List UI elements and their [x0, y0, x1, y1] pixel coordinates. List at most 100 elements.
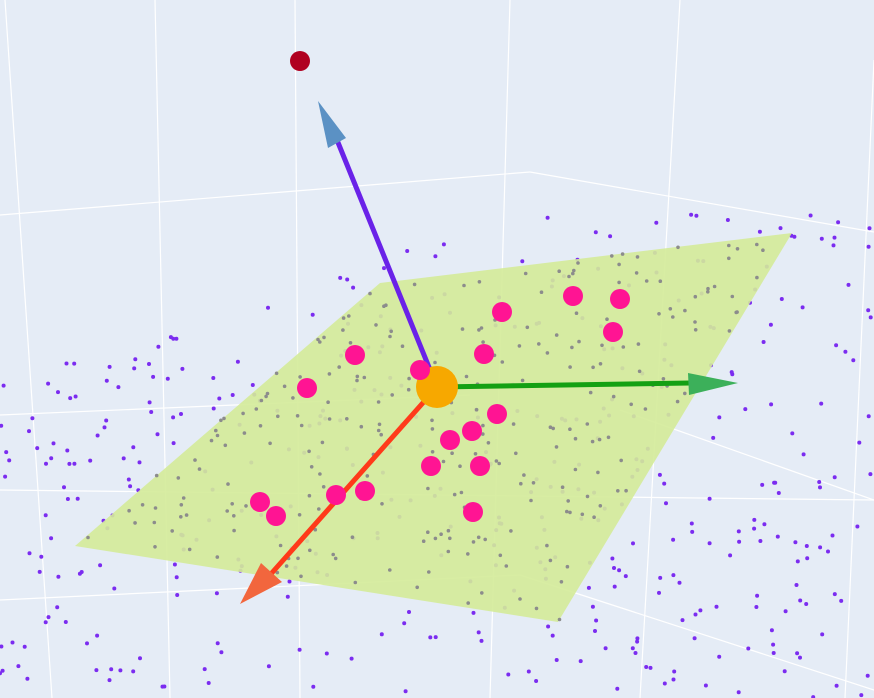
background-point — [180, 366, 185, 371]
highlight-point[interactable] — [410, 360, 430, 380]
plane-point — [187, 547, 192, 552]
background-point — [137, 460, 142, 465]
background-point — [826, 549, 830, 554]
highlight-point[interactable] — [250, 492, 270, 512]
plane-point — [390, 393, 395, 397]
background-point — [775, 534, 780, 539]
background-point — [762, 522, 767, 527]
plane-point — [573, 467, 578, 472]
plane-point — [400, 344, 405, 349]
background-point — [405, 249, 410, 253]
plane-point — [565, 564, 570, 569]
plane-point — [523, 271, 528, 276]
background-point — [795, 559, 800, 564]
plane-point — [568, 427, 572, 432]
plane-point — [282, 384, 287, 389]
plane-point — [380, 502, 384, 506]
highlight-point[interactable] — [462, 421, 482, 441]
plane-point — [658, 279, 663, 284]
highlight-point[interactable] — [474, 344, 494, 364]
highlight-point[interactable] — [603, 322, 623, 342]
plane-point — [657, 312, 661, 316]
background-point — [250, 383, 255, 387]
background-point — [43, 513, 48, 518]
background-point — [792, 234, 797, 239]
background-point — [133, 357, 138, 362]
plane-point — [265, 391, 270, 396]
background-point — [479, 638, 484, 643]
plane-point — [668, 307, 673, 311]
background-point — [171, 415, 176, 420]
plane-point — [619, 458, 623, 463]
z-arrow-head — [318, 101, 346, 148]
highlight-point[interactable] — [470, 456, 490, 476]
y-arrow-head — [688, 373, 738, 395]
highlight-point[interactable] — [563, 286, 583, 306]
background-point — [851, 358, 856, 363]
background-point — [832, 475, 837, 480]
highlight-point[interactable] — [492, 302, 512, 322]
background-point — [27, 551, 32, 556]
plane-point — [226, 482, 230, 486]
background-point — [351, 285, 356, 290]
highlight-point[interactable] — [487, 404, 507, 424]
grid-line — [529, 171, 874, 233]
plane-point — [514, 451, 518, 456]
plane-point — [610, 254, 614, 258]
background-point — [179, 412, 183, 416]
plane-point — [671, 315, 675, 319]
plane-point — [298, 375, 302, 379]
background-point — [266, 664, 271, 669]
plane-point — [539, 290, 544, 295]
background-point — [37, 569, 42, 574]
plane-point — [483, 537, 488, 542]
background-point — [855, 524, 860, 529]
background-point — [219, 650, 224, 655]
highlight-point[interactable] — [355, 481, 375, 501]
background-point — [211, 376, 216, 380]
background-point — [776, 491, 781, 495]
background-point — [593, 230, 598, 235]
highlight-point[interactable] — [297, 378, 317, 398]
plane-point — [479, 326, 484, 330]
highlight-point[interactable] — [610, 289, 630, 309]
background-point — [175, 593, 180, 597]
background-point — [297, 647, 302, 652]
plane-point — [223, 443, 228, 448]
background-point — [769, 402, 774, 407]
highlight-point[interactable] — [421, 456, 441, 476]
background-point — [230, 393, 235, 397]
plane-point — [598, 504, 603, 508]
background-point — [534, 679, 539, 683]
background-point — [126, 477, 131, 482]
plane-point — [588, 390, 593, 395]
background-point — [554, 658, 559, 662]
plane-point — [331, 552, 336, 557]
highlight-point[interactable] — [266, 506, 286, 526]
background-point — [165, 376, 170, 381]
plane-point — [477, 280, 482, 284]
plane-point — [181, 496, 186, 500]
plane-point — [572, 268, 576, 273]
plane-point — [545, 351, 550, 355]
highlight-point[interactable] — [345, 345, 365, 365]
plane-point — [446, 549, 451, 554]
background-point — [593, 629, 597, 633]
background-point — [102, 425, 107, 430]
plane-point — [460, 327, 465, 331]
plane-point — [591, 365, 595, 370]
plane-point — [557, 269, 561, 274]
highlight-point[interactable] — [326, 485, 346, 505]
plane-point — [565, 509, 569, 514]
plane-point — [345, 417, 349, 421]
plane-point — [291, 396, 295, 400]
plane-point — [481, 432, 485, 436]
plane-point — [617, 280, 621, 285]
highlight-point[interactable] — [463, 502, 483, 522]
highlight-point[interactable] — [440, 430, 460, 450]
plane-point — [225, 509, 229, 513]
outlier-point[interactable] — [290, 51, 310, 71]
plane-point — [379, 432, 384, 437]
plane-point — [477, 328, 481, 332]
